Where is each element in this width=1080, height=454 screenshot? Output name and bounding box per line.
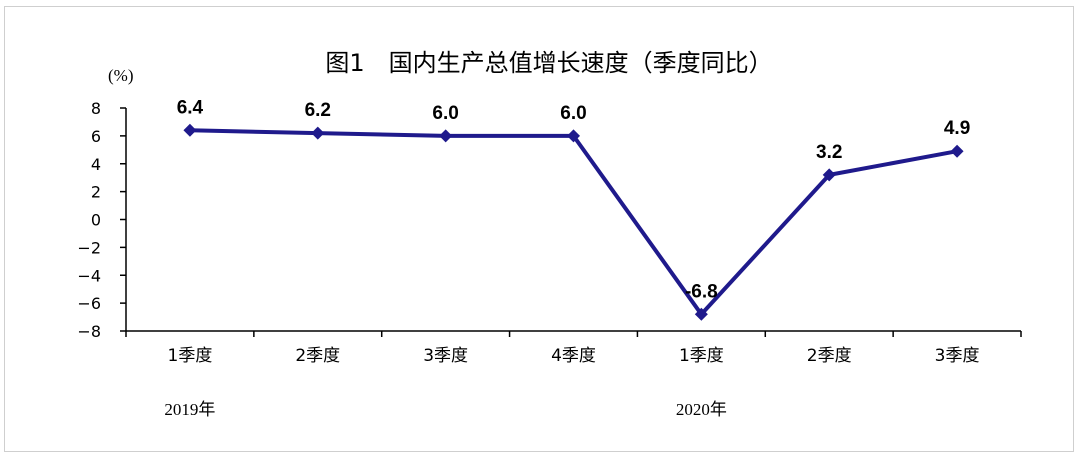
chart-title: 图1 国内生产总值增长速度（季度同比） [325, 49, 772, 77]
chart-frame: 图1 国内生产总值增长速度（季度同比） (%) 8 6 4 2 0 −2 −4 −6 −8 1季… [4, 6, 1074, 452]
data-label: -6.8 [685, 281, 718, 302]
y-tick-label: −4 [77, 266, 101, 285]
data-labels-group: 6.4 6.2 6.0 6.0 -6.8 3.2 4.9 [177, 97, 971, 302]
data-label: 3.2 [816, 142, 842, 163]
x-axis-ticks: 1季度 2季度 3季度 4季度 1季度 2季度 3季度 2019年 2020年 [125, 331, 1022, 419]
y-tick-label: −2 [77, 238, 101, 257]
y-tick-label: −8 [77, 322, 101, 341]
series-group [183, 123, 964, 321]
data-point-marker [950, 144, 964, 158]
x-tick-label: 1季度 [168, 346, 213, 366]
data-point-marker [183, 123, 197, 137]
data-label: 6.0 [432, 103, 458, 124]
y-tick-label: 4 [91, 155, 101, 174]
data-label: 6.2 [305, 100, 331, 121]
y-axis-unit-label: (%) [108, 66, 133, 85]
data-point-marker [311, 126, 325, 140]
data-label: 6.0 [560, 103, 586, 124]
data-point-marker [439, 129, 453, 143]
y-tick-label: 2 [91, 183, 101, 202]
y-tick-label: −6 [77, 294, 101, 313]
data-label: 6.4 [177, 97, 204, 118]
data-point-marker [822, 168, 836, 182]
x-tick-label: 1季度 [679, 346, 724, 366]
year-group-label: 2019年 [164, 400, 215, 419]
x-tick-label: 2季度 [295, 346, 340, 366]
data-label: 4.9 [944, 118, 970, 139]
y-tick-label: 8 [91, 99, 101, 118]
x-tick-label: 4季度 [551, 346, 596, 366]
y-tick-label: 6 [91, 127, 101, 146]
x-tick-label: 3季度 [935, 346, 980, 366]
gdp-growth-line-chart: 图1 国内生产总值增长速度（季度同比） (%) 8 6 4 2 0 −2 −4 −6 −8 1季… [77, 49, 1022, 419]
data-point-marker [694, 307, 708, 321]
y-axis-ticks: 8 6 4 2 0 −2 −4 −6 −8 [77, 99, 126, 341]
x-tick-label: 3季度 [423, 346, 468, 366]
x-tick-label: 2季度 [807, 346, 852, 366]
data-point-marker [567, 129, 580, 143]
year-group-label: 2020年 [676, 400, 727, 419]
y-tick-label: 0 [91, 211, 101, 230]
